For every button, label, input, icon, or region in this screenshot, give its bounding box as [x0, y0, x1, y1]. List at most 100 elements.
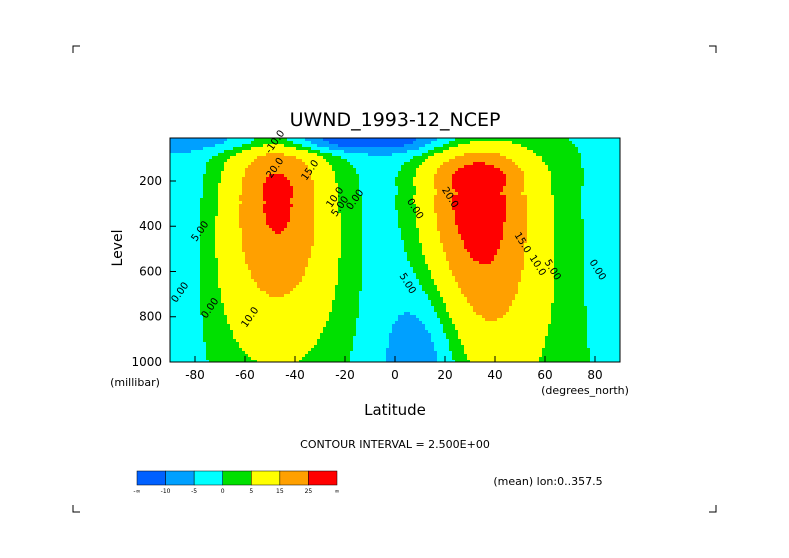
field-cell — [404, 183, 408, 187]
field-cell — [554, 234, 558, 238]
field-cell — [365, 183, 369, 187]
field-cell — [458, 174, 462, 178]
field-cell — [182, 153, 186, 157]
field-cell — [227, 138, 231, 142]
field-cell — [218, 138, 222, 142]
field-cell — [515, 198, 519, 202]
field-cell — [509, 192, 513, 196]
field-cell — [536, 231, 540, 235]
field-cell — [287, 228, 291, 232]
field-cell — [470, 216, 474, 220]
field-cell — [236, 195, 240, 199]
field-cell — [356, 219, 360, 223]
field-cell — [596, 210, 600, 214]
field-cell — [458, 225, 462, 229]
field-cell — [485, 168, 489, 172]
field-cell — [383, 180, 387, 184]
field-cell — [203, 237, 207, 241]
field-cell — [278, 162, 282, 166]
field-cell — [440, 207, 444, 211]
field-cell — [530, 150, 534, 154]
field-cell — [218, 156, 222, 160]
field-cell — [272, 156, 276, 160]
field-cell — [377, 174, 381, 178]
field-cell — [404, 150, 408, 154]
field-cell — [284, 162, 288, 166]
field-cell — [428, 183, 432, 187]
field-cell — [449, 174, 453, 178]
field-cell — [323, 153, 327, 157]
field-cell — [530, 210, 534, 214]
field-cell — [290, 225, 294, 229]
field-cell — [494, 186, 498, 190]
field-cell — [281, 195, 285, 199]
field-cell — [554, 141, 558, 145]
field-cell — [455, 168, 459, 172]
field-cell — [494, 168, 498, 172]
field-cell — [344, 168, 348, 172]
field-cell — [608, 201, 612, 205]
field-cell — [245, 186, 249, 190]
field-cell — [596, 174, 600, 178]
field-cell — [617, 204, 620, 208]
field-cell — [191, 177, 195, 181]
field-cell — [587, 183, 591, 187]
field-cell — [500, 174, 504, 178]
field-cell — [392, 162, 396, 166]
field-cell — [224, 168, 228, 172]
field-cell — [551, 150, 555, 154]
field-cell — [599, 141, 603, 145]
field-cell — [452, 168, 456, 172]
field-cell — [419, 171, 423, 175]
field-cell — [392, 150, 396, 154]
field-cell — [221, 153, 225, 157]
field-cell — [392, 174, 396, 178]
field-cell — [260, 183, 264, 187]
field-cell — [221, 189, 225, 193]
field-cell — [398, 189, 402, 193]
field-cell — [509, 156, 513, 160]
field-cell — [473, 174, 477, 178]
field-cell — [614, 216, 618, 220]
field-cell — [551, 186, 555, 190]
field-cell — [272, 159, 276, 163]
field-cell — [239, 168, 243, 172]
field-cell — [590, 189, 594, 193]
field-cell — [173, 189, 177, 193]
field-cell — [491, 225, 495, 229]
field-cell — [440, 153, 444, 157]
field-cell — [218, 222, 222, 226]
field-cell — [341, 162, 345, 166]
field-cell — [350, 171, 354, 175]
field-cell — [557, 156, 561, 160]
field-cell — [263, 153, 267, 157]
field-cell — [506, 156, 510, 160]
field-cell — [449, 198, 453, 202]
field-cell — [614, 162, 618, 166]
field-cell — [593, 174, 597, 178]
field-cell — [308, 147, 312, 151]
field-cell — [608, 225, 612, 229]
field-cell — [482, 144, 486, 148]
field-cell — [503, 216, 507, 220]
field-cell — [533, 162, 537, 166]
field-cell — [464, 180, 468, 184]
field-cell — [188, 225, 192, 229]
field-cell — [392, 219, 396, 223]
field-cell — [566, 201, 570, 205]
field-cell — [197, 168, 201, 172]
field-cell — [605, 159, 609, 163]
field-cell — [350, 210, 354, 214]
field-cell — [455, 228, 459, 232]
field-cell — [317, 141, 321, 145]
field-cell — [524, 165, 528, 169]
field-cell — [518, 159, 522, 163]
field-cell — [341, 195, 345, 199]
field-cell — [551, 192, 555, 196]
field-cell — [293, 213, 297, 217]
field-cell — [533, 231, 537, 235]
field-cell — [434, 225, 438, 229]
field-cell — [308, 234, 312, 238]
field-cell — [329, 231, 333, 235]
field-cell — [416, 177, 420, 181]
